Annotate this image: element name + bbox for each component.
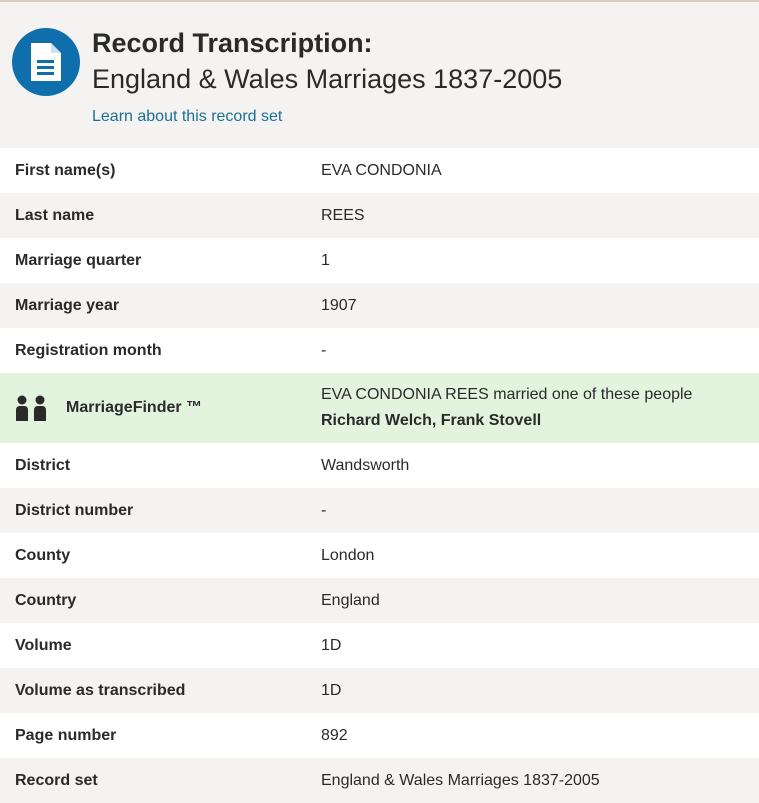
table-row: Last name REES: [0, 193, 759, 238]
table-row: County London: [0, 533, 759, 578]
table-row: Marriage year 1907: [0, 283, 759, 328]
field-label: Registration month: [15, 341, 162, 359]
marriage-finder-text: EVA CONDONIA REES married one of these p…: [321, 386, 693, 403]
field-value: Wandsworth: [321, 456, 410, 474]
table-row: District number -: [0, 488, 759, 533]
field-label: First name(s): [15, 161, 116, 179]
field-value: EVA CONDONIA: [321, 161, 442, 179]
field-label: Volume as transcribed: [15, 681, 186, 699]
field-value: REES: [321, 206, 365, 224]
field-label: Volume: [15, 636, 72, 654]
field-value: 1D: [321, 681, 342, 699]
record-set-title: England & Wales Marriages 1837-2005: [92, 64, 563, 94]
table-row: District Wandsworth: [0, 443, 759, 488]
field-label: County: [15, 546, 71, 564]
field-value: 1907: [321, 296, 357, 314]
document-icon: [12, 28, 80, 96]
learn-about-record-set-link[interactable]: Learn about this record set: [92, 108, 283, 125]
field-value: 1D: [321, 636, 342, 654]
field-label: Country: [15, 591, 77, 609]
field-label: District number: [15, 501, 134, 519]
people-icon: [16, 395, 46, 421]
field-value: England: [321, 591, 380, 609]
field-value: London: [321, 546, 375, 564]
table-row: Page number 892: [0, 713, 759, 758]
field-label: Marriage quarter: [15, 251, 142, 269]
field-value: -: [321, 501, 327, 519]
spouse-candidates[interactable]: Richard Welch, Frank Stovell: [321, 412, 542, 429]
table-row: Volume 1D: [0, 623, 759, 668]
field-value: 892: [321, 726, 348, 744]
table-row: Record set England & Wales Marriages 1837…: [0, 758, 759, 803]
top-border: [0, 0, 759, 2]
table-row: Country England: [0, 578, 759, 623]
field-label: Last name: [15, 206, 95, 224]
field-label: District: [15, 456, 71, 474]
page-title: Record Transcription:: [92, 28, 373, 58]
field-value: England & Wales Marriages 1837-2005: [321, 771, 600, 789]
table-row: Volume as transcribed 1D: [0, 668, 759, 713]
field-label: Marriage year: [15, 296, 120, 314]
field-value: -: [321, 341, 327, 359]
record-header: Record Transcription: England & Wales Ma…: [0, 2, 759, 148]
table-row: First name(s) EVA CONDONIA: [0, 148, 759, 193]
marriage-finder-row: MarriageFinder ™ EVA CONDONIA REES marri…: [0, 373, 759, 443]
field-value: 1: [321, 251, 330, 269]
field-label: Page number: [15, 726, 117, 744]
field-label: Record set: [15, 771, 98, 789]
table-row: Registration month -: [0, 328, 759, 373]
record-table: First name(s) EVA CONDONIA Last name REES Ma…: [0, 148, 759, 373]
table-row: Marriage quarter 1: [0, 238, 759, 283]
marriage-finder-label: MarriageFinder ™: [66, 399, 203, 416]
